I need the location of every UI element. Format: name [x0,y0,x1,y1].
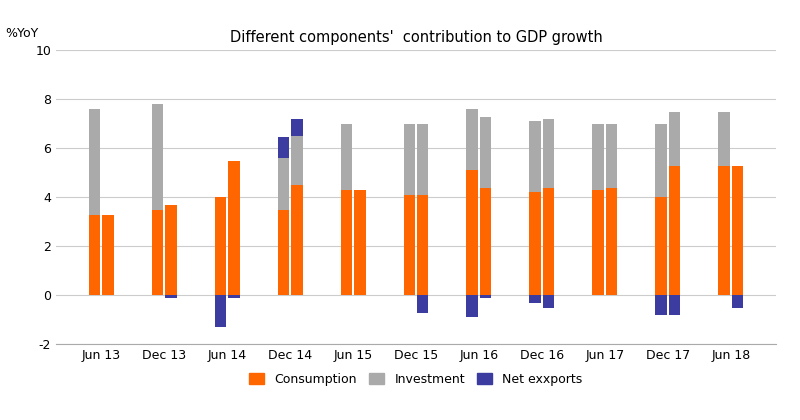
Bar [655,295,666,315]
Legend: Consumption, Investment, Net exxports: Consumption, Investment, Net exxports [244,368,588,391]
Bar [655,124,666,197]
Bar [291,136,302,185]
Bar [732,165,743,295]
Bar [669,112,680,165]
Bar [228,295,239,298]
Bar [417,295,429,312]
Bar [214,197,226,295]
Bar [417,195,429,295]
Bar [530,121,541,192]
Bar [669,295,680,315]
Bar [214,295,226,327]
Bar [278,158,289,210]
Bar [718,112,730,165]
Bar [466,109,478,171]
Bar [543,119,554,188]
Bar [606,124,618,188]
Bar [354,190,366,295]
Bar [732,295,743,307]
Bar [593,124,604,190]
Bar [606,188,618,295]
Bar [152,210,163,295]
Bar [403,124,415,195]
Bar [152,104,163,210]
Bar [278,210,289,295]
Bar [89,109,100,215]
Title: Different components'  contribution to GDP growth: Different components' contribution to GD… [230,30,602,45]
Bar [278,137,289,158]
Bar [669,165,680,295]
Bar [593,190,604,295]
Bar [480,116,491,188]
Bar [466,171,478,295]
Bar [530,192,541,295]
Bar [718,165,730,295]
Bar [417,124,429,195]
Bar [89,215,100,295]
Bar [543,188,554,295]
Text: %YoY: %YoY [6,27,39,40]
Bar [166,205,177,295]
Bar [102,215,114,295]
Bar [228,160,239,295]
Bar [480,295,491,298]
Bar [341,124,352,190]
Bar [543,295,554,307]
Bar [466,295,478,318]
Bar [480,188,491,295]
Bar [291,185,302,295]
Bar [530,295,541,303]
Bar [291,119,302,136]
Bar [341,190,352,295]
Bar [403,195,415,295]
Bar [655,197,666,295]
Bar [166,295,177,298]
